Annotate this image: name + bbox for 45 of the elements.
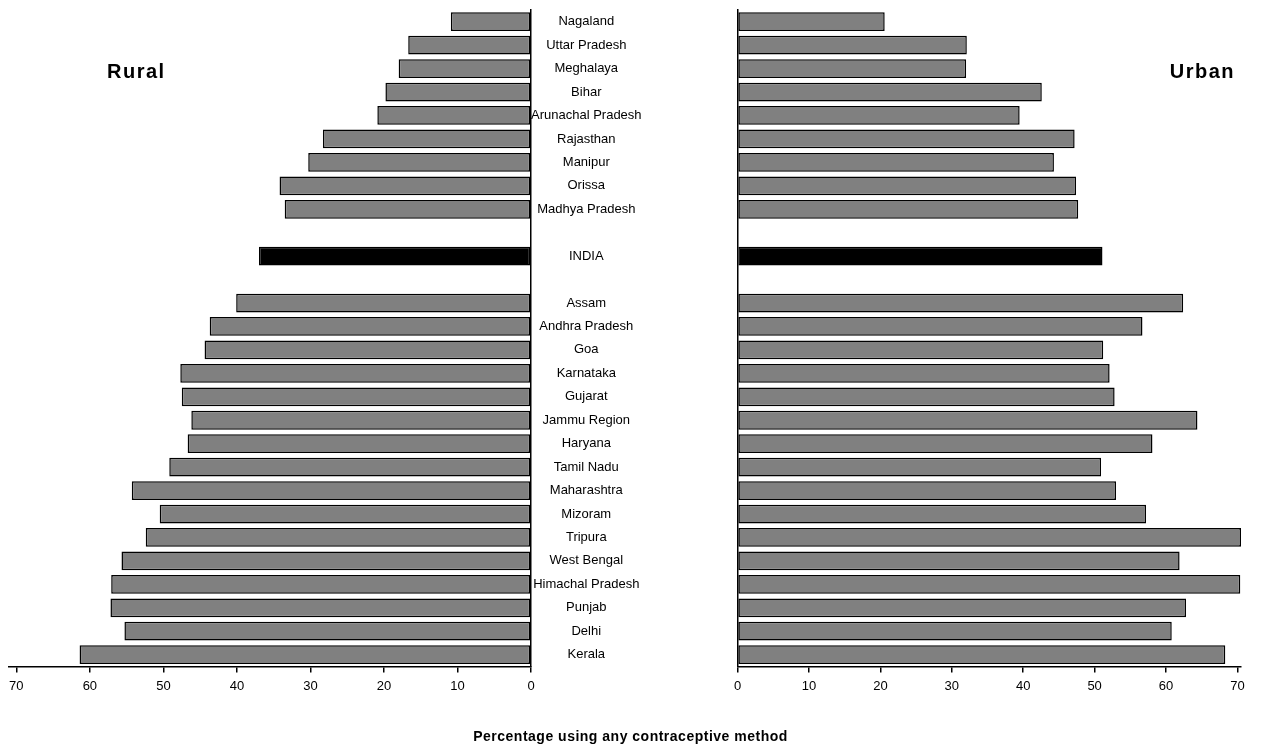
y-tick-label: Mizoram xyxy=(561,505,612,521)
y-tick-label: Meghalaya xyxy=(554,60,619,76)
x-tick-label: 70 xyxy=(9,677,24,693)
y-tick-label: Punjab xyxy=(566,599,607,615)
x-tick-label: 30 xyxy=(944,677,960,693)
x-tick-label: 40 xyxy=(1015,677,1031,693)
x-tick-label: 70 xyxy=(1230,677,1245,693)
y-tick-label: Orissa xyxy=(567,177,606,193)
y-tick-label: Madhya Pradesh xyxy=(537,200,636,216)
x-tick-label: 50 xyxy=(156,677,171,693)
x-tick-label: 0 xyxy=(734,677,742,693)
x-tick-label: 60 xyxy=(82,677,98,693)
text: Urban xyxy=(1169,59,1235,82)
x-tick-label: 30 xyxy=(303,677,318,693)
y-tick-label: Manipur xyxy=(562,153,611,169)
y-tick-label: Haryana xyxy=(561,435,612,451)
y-tick-label: Arunachal Pradesh xyxy=(531,107,642,123)
x-tick-label: 20 xyxy=(376,677,392,693)
y-tick-label: Himachal Pradesh xyxy=(533,575,640,591)
y-tick-label: Goa xyxy=(574,341,600,357)
y-tick-label: Nagaland xyxy=(558,13,615,29)
x-axis-title: Percentage using any contraceptive method xyxy=(472,728,789,744)
y-tick-label: Bihar xyxy=(571,83,603,99)
y-tick-label: Tripura xyxy=(565,529,608,545)
y-tick-label: Kerala xyxy=(567,646,606,662)
text: Rural xyxy=(107,59,166,82)
x-tick-label: 0 xyxy=(527,677,535,693)
x-tick-label: 40 xyxy=(229,677,245,693)
y-tick-label: INDIA xyxy=(568,247,604,263)
y-tick-label: Andhra Pradesh xyxy=(539,318,634,334)
x-tick-label: 10 xyxy=(801,677,817,693)
y-tick-label: Maharashtra xyxy=(549,482,624,498)
x-tick-label: 60 xyxy=(1158,677,1174,693)
x-tick-label: 50 xyxy=(1087,677,1102,693)
x-tick-label: 20 xyxy=(873,677,888,693)
y-tick-label: Tamil Nadu xyxy=(553,458,619,474)
y-tick-label: Assam xyxy=(566,294,607,310)
y-tick-label: Gujarat xyxy=(564,388,608,404)
y-tick-label: Delhi xyxy=(571,622,602,638)
y-tick-label: Rajasthan xyxy=(557,130,616,146)
y-tick-label: West Bengal xyxy=(549,552,624,568)
y-tick-label: Karnataka xyxy=(556,364,617,380)
y-tick-label: Uttar Pradesh xyxy=(546,36,627,52)
y-tick-label: Jammu Region xyxy=(542,411,630,427)
x-tick-label: 10 xyxy=(450,677,465,693)
